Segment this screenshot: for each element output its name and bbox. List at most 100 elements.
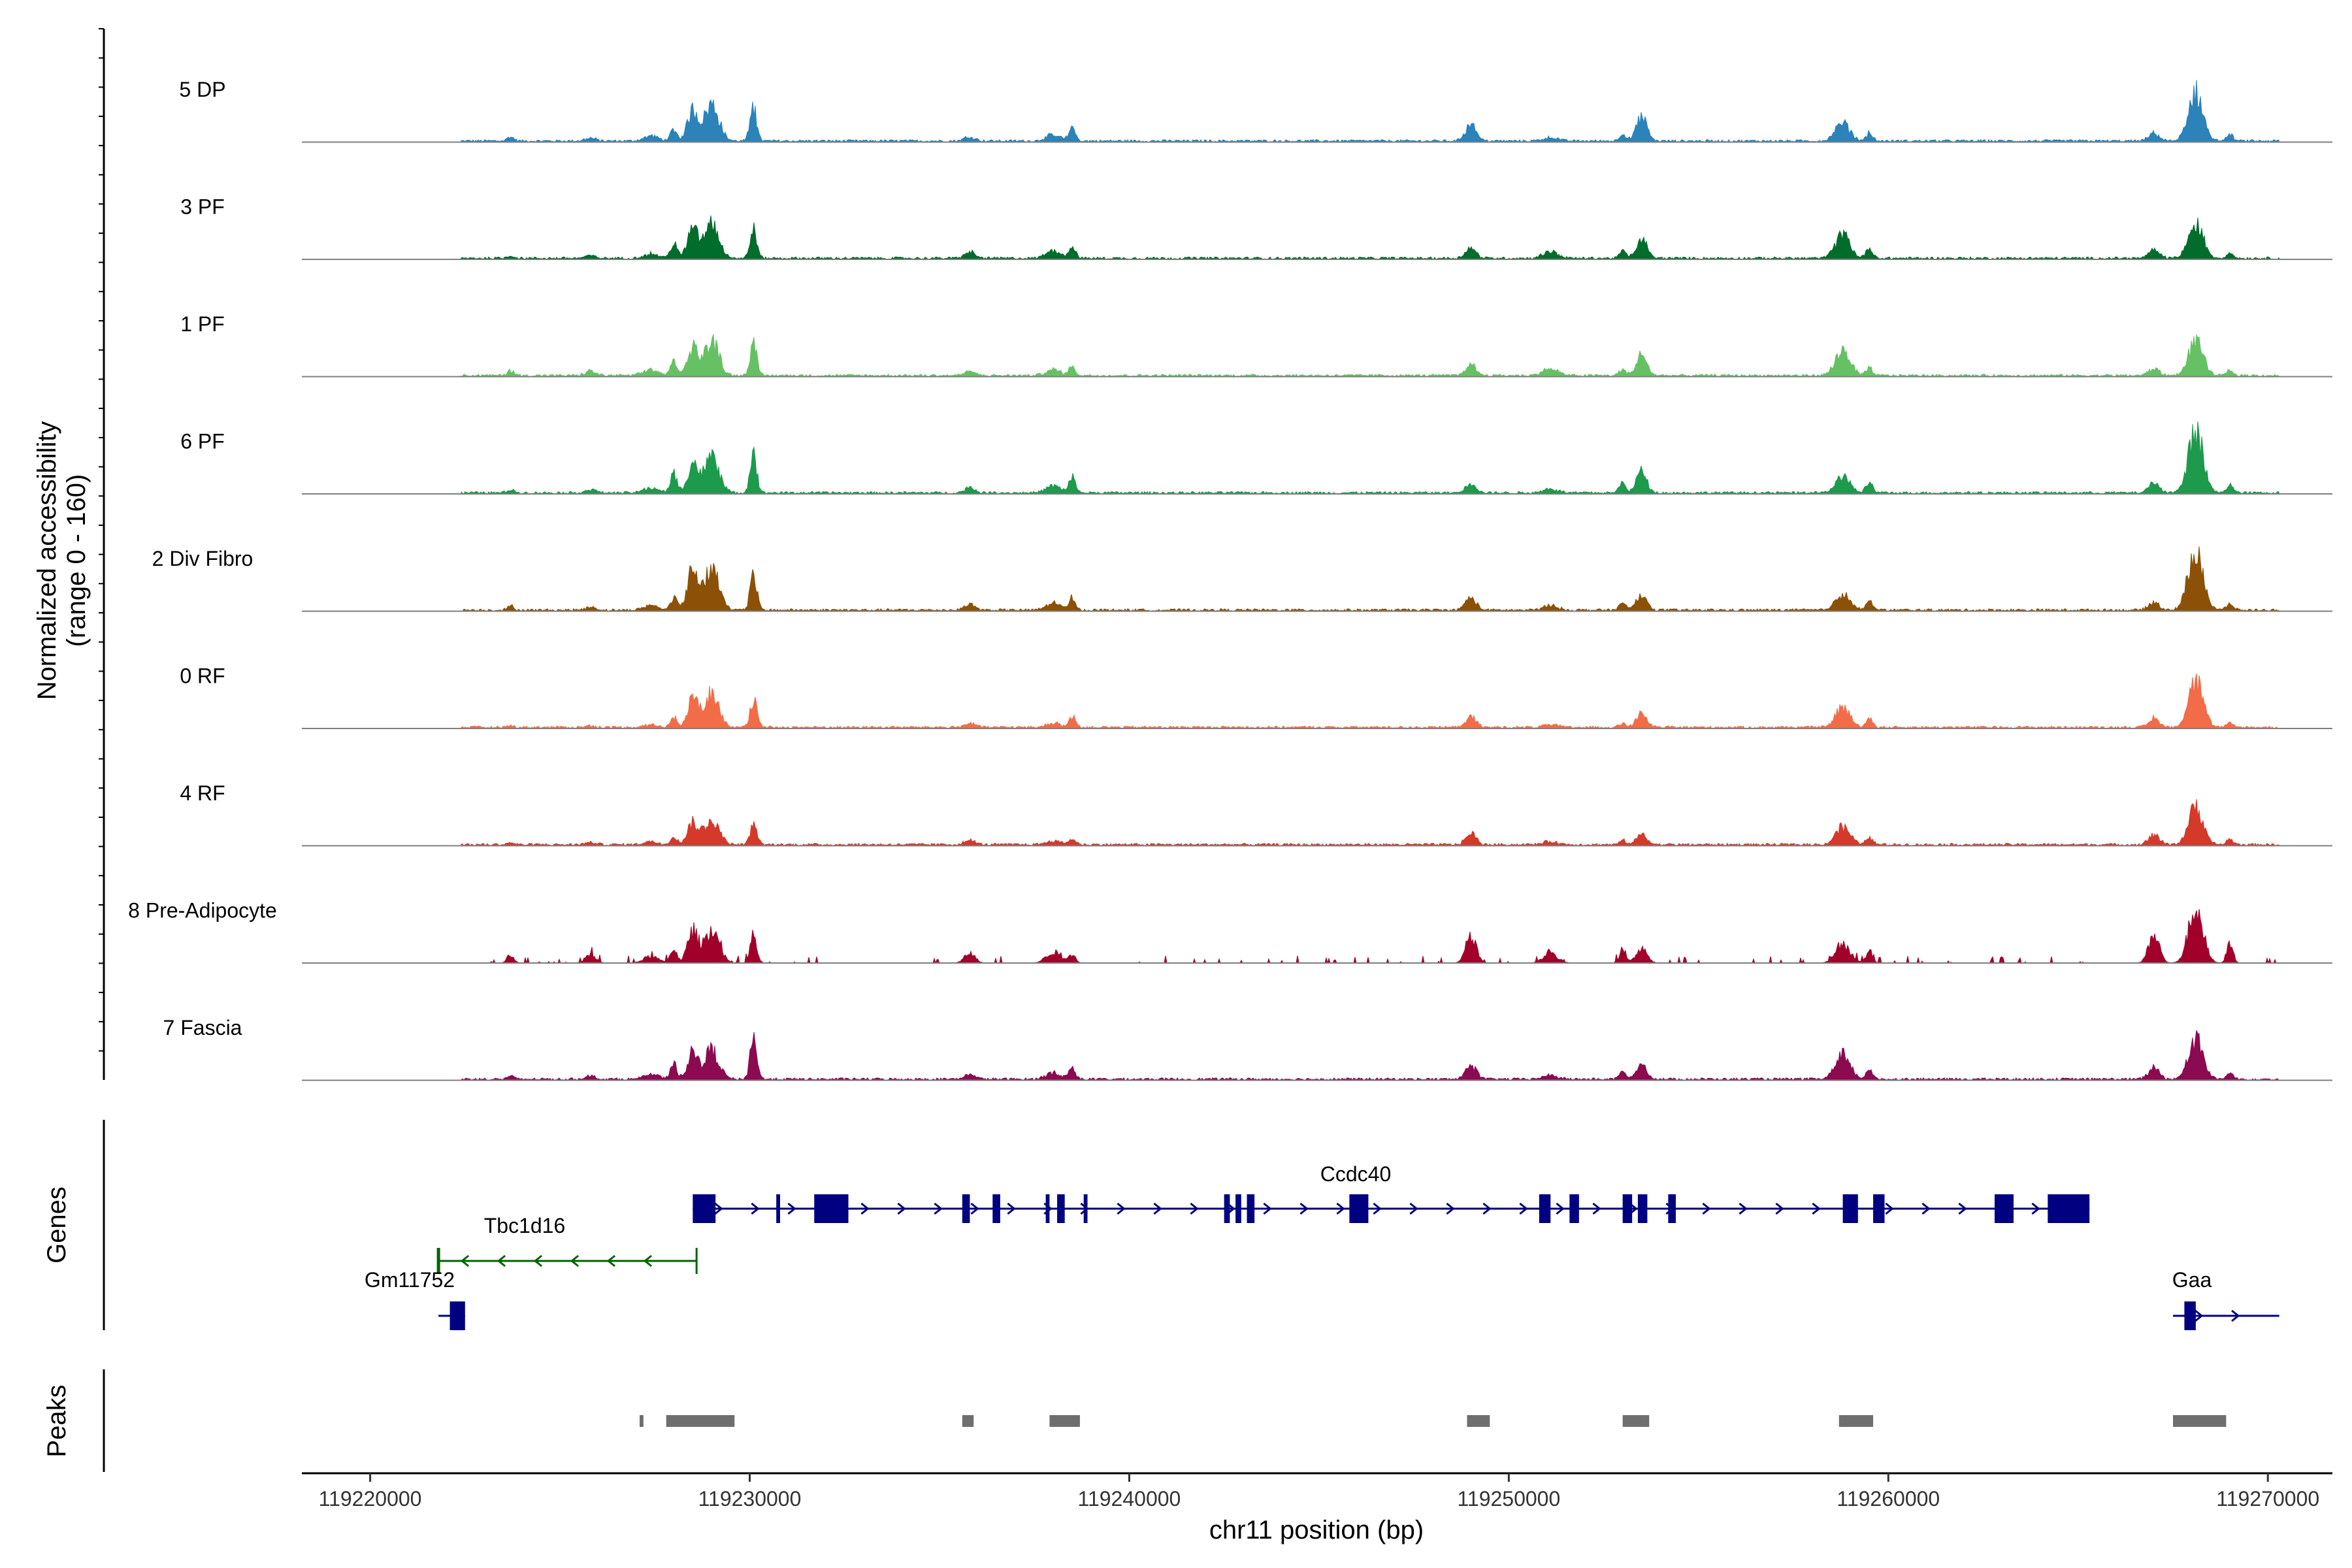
strand-arrow	[1007, 1202, 1016, 1215]
strand-arrow	[2231, 1309, 2240, 1322]
gene-exon	[1569, 1194, 1579, 1223]
coverage-track: 8 Pre-Adipocyte	[128, 899, 2332, 964]
track-label: 2 Div Fibro	[152, 547, 253, 570]
track-label: 4 RF	[180, 781, 225, 805]
gene-exon	[1045, 1194, 1050, 1223]
gene-label: Tbc1d16	[484, 1214, 566, 1237]
strand-arrow	[1482, 1202, 1492, 1215]
coverage-track: 7 Fascia	[163, 1016, 2332, 1081]
coverage-y-axis-ticks	[99, 28, 104, 1052]
strand-arrow	[606, 1254, 616, 1267]
strand-arrow	[1299, 1202, 1309, 1215]
coverage-area	[461, 1030, 2279, 1081]
gene-model: Gaa	[2172, 1268, 2279, 1330]
coverage-area	[461, 215, 2280, 260]
strand-arrow	[897, 1202, 906, 1215]
gene-exon	[992, 1194, 1000, 1223]
strand-arrow	[460, 1254, 470, 1267]
coverage-area	[461, 673, 2281, 729]
strand-arrow	[1446, 1202, 1455, 1215]
gene-exon	[776, 1194, 780, 1223]
y-axis-title-line2: (range 0 - 160)	[62, 474, 91, 647]
strand-arrow	[1409, 1202, 1418, 1215]
strand-arrow	[751, 1202, 760, 1215]
coverage-track: 3 PF	[180, 195, 2332, 260]
gene-exon	[1994, 1194, 2014, 1223]
strand-arrow	[787, 1202, 796, 1215]
x-axis-ticks: 119220000 119230000 119240000 119250000 1192…	[319, 1473, 2319, 1511]
gene-exon	[962, 1194, 970, 1223]
coverage-track: 2 Div Fibro	[152, 546, 2332, 612]
strand-arrow	[1958, 1202, 1967, 1215]
track-label: 0 RF	[180, 664, 225, 688]
x-tick-label: 119250000	[1457, 1487, 1560, 1511]
x-tick-label: 119240000	[1078, 1487, 1181, 1511]
coverage-track: 4 RF	[180, 781, 2332, 847]
strand-arrow	[1117, 1202, 1126, 1215]
gene-label: Ccdc40	[1320, 1162, 1392, 1186]
strand-arrow	[1153, 1202, 1162, 1215]
strand-arrow	[860, 1202, 870, 1215]
gene-exon	[1539, 1194, 1551, 1223]
gene-exon	[1057, 1194, 1065, 1223]
strand-arrow	[970, 1202, 979, 1215]
strand-arrow	[2195, 1309, 2204, 1322]
track-label: 8 Pre-Adipocyte	[128, 899, 277, 923]
peak-region	[1049, 1415, 1080, 1427]
peaks-track-title: Peaks	[42, 1384, 71, 1457]
coverage-area	[461, 80, 2280, 143]
gene-exon	[1637, 1194, 1648, 1223]
x-tick-label: 119220000	[319, 1487, 422, 1511]
strand-arrow	[1592, 1202, 1601, 1215]
track-label: 1 PF	[180, 312, 225, 336]
strand-arrow	[2031, 1202, 2040, 1215]
coverage-area	[461, 421, 2280, 495]
peak-region	[962, 1415, 974, 1427]
track-label: 7 Fascia	[163, 1016, 242, 1039]
gene-label: Gm11752	[365, 1268, 455, 1292]
gene-exon	[1083, 1194, 1088, 1223]
strand-arrow	[1336, 1202, 1345, 1215]
peak-region	[1467, 1415, 1490, 1427]
gene-exon	[1247, 1194, 1255, 1223]
gene-exon	[814, 1194, 849, 1223]
gene-exon	[1349, 1194, 1369, 1223]
strand-arrow	[1519, 1202, 1528, 1215]
gene-exon	[449, 1301, 465, 1330]
x-tick-label: 119270000	[2216, 1487, 2319, 1511]
peak-region	[666, 1415, 735, 1427]
gene-exon	[1873, 1194, 1885, 1223]
x-tick-label: 119260000	[1837, 1487, 1940, 1511]
gene-exon	[1622, 1194, 1633, 1223]
gene-exon	[693, 1194, 716, 1223]
coverage-track: 1 PF	[180, 312, 2332, 378]
strand-arrow	[1921, 1202, 1931, 1215]
strand-arrow	[1812, 1202, 1821, 1215]
coverage-track: 6 PF	[180, 421, 2332, 495]
gene-model: Gm11752	[365, 1268, 465, 1330]
coverage-area	[461, 546, 2280, 612]
strand-arrow	[1739, 1202, 1748, 1215]
gene-model: Tbc1d16	[436, 1214, 698, 1274]
gene-exon	[2048, 1194, 2090, 1223]
coverage-tracks: 5 DP 3 PF 1 PF 6 PF 2 Div Fibro 0 RF 4 RF 8 Pre…	[128, 78, 2332, 1081]
gene-track: Ccdc40 Tbc1d16 Gm11752 Gaa	[365, 1162, 2279, 1330]
strand-arrow	[934, 1202, 943, 1215]
coverage-area	[461, 333, 2280, 378]
peak-region	[640, 1415, 644, 1427]
strand-arrow	[643, 1254, 653, 1267]
strand-arrow	[533, 1254, 543, 1267]
track-label: 3 PF	[180, 195, 225, 219]
gene-exon	[2184, 1301, 2196, 1330]
strand-arrow	[1702, 1202, 1711, 1215]
y-axis-title-line1: Normalized accessibility	[33, 421, 61, 700]
strand-arrow	[1373, 1202, 1382, 1215]
track-label: 6 PF	[180, 430, 225, 453]
genes-track-title: Genes	[42, 1186, 71, 1264]
peak-region	[2173, 1415, 2227, 1427]
x-axis-title: chr11 position (bp)	[1209, 1516, 1424, 1544]
gene-exon	[1842, 1194, 1858, 1223]
coverage-track: 5 DP	[179, 78, 2332, 143]
